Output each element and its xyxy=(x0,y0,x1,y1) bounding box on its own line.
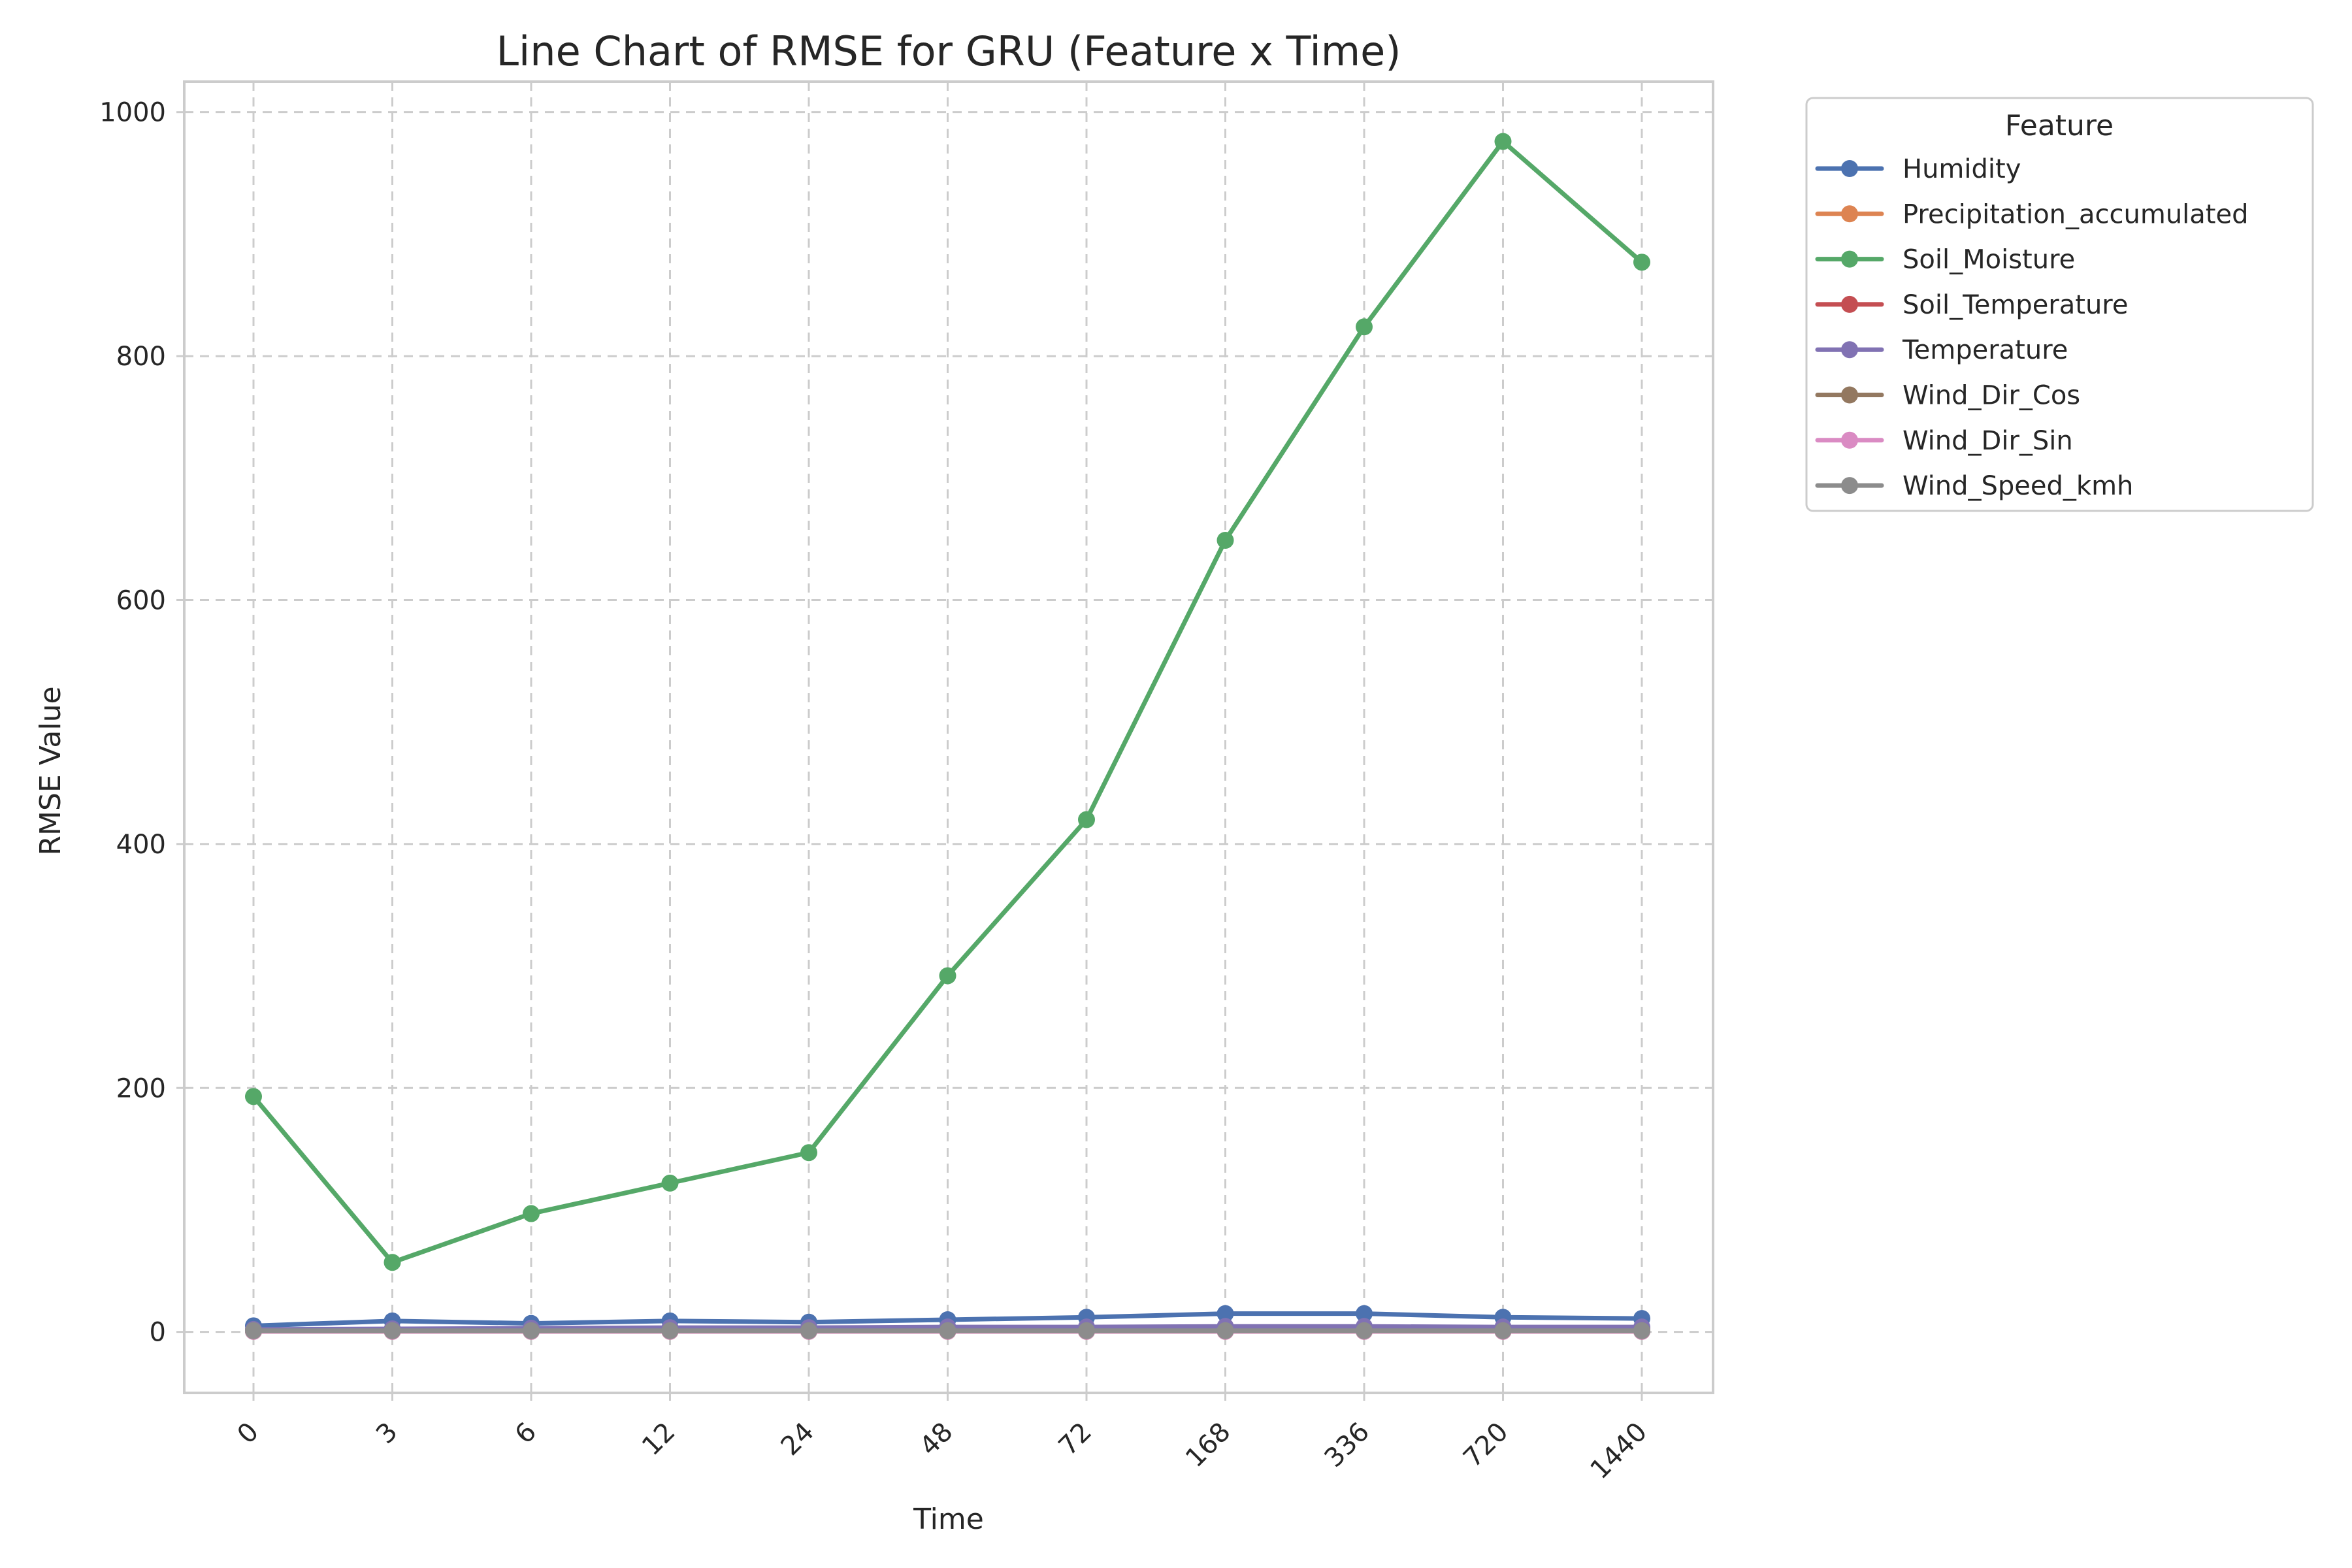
legend: Feature Humidity Precipitation_accumulate… xyxy=(1805,97,2314,512)
legend-label: Wind_Dir_Sin xyxy=(1903,426,2073,456)
legend-label: Soil_Temperature xyxy=(1903,290,2128,320)
legend-label: Wind_Dir_Cos xyxy=(1903,381,2080,411)
data-point-wind-speed-kmh xyxy=(939,1322,956,1339)
legend-item-soil-temperature: Soil_Temperature xyxy=(1815,290,2128,320)
data-point-humidity xyxy=(1217,1305,1234,1322)
data-point-soil-moisture xyxy=(245,1088,262,1105)
x-tick-label: 0 xyxy=(232,1417,265,1450)
y-tick-label: 600 xyxy=(116,585,166,615)
data-point-soil-moisture xyxy=(1494,133,1512,150)
data-point-soil-moisture xyxy=(939,967,956,985)
data-point-wind-speed-kmh xyxy=(523,1322,540,1339)
legend-item-humidity: Humidity xyxy=(1815,154,2021,184)
data-point-wind-speed-kmh xyxy=(1078,1322,1095,1339)
data-point-humidity xyxy=(1356,1305,1373,1322)
series-wind-speed-kmh xyxy=(245,1322,1650,1339)
data-point-wind-speed-kmh xyxy=(245,1322,262,1339)
x-tick-label: 720 xyxy=(1458,1417,1514,1474)
legend-swatch-marker xyxy=(1841,431,1858,449)
data-point-wind-speed-kmh xyxy=(1633,1322,1650,1339)
legend-item-precipitation-accumulated: Precipitation_accumulated xyxy=(1815,199,2249,229)
data-point-soil-moisture xyxy=(1633,253,1650,271)
data-point-soil-moisture xyxy=(1078,811,1095,828)
legend-item-temperature: Temperature xyxy=(1815,335,2068,365)
legend-item-wind-dir-sin: Wind_Dir_Sin xyxy=(1815,426,2073,456)
data-point-soil-moisture xyxy=(800,1144,817,1162)
x-axis-label: Time xyxy=(913,1503,984,1536)
data-point-soil-moisture xyxy=(1356,318,1373,336)
data-point-wind-speed-kmh xyxy=(1494,1322,1512,1339)
x-tick-label: 6 xyxy=(510,1417,543,1450)
data-point-wind-speed-kmh xyxy=(1356,1322,1373,1339)
legend-swatch-marker xyxy=(1841,386,1858,404)
x-tick-label: 336 xyxy=(1319,1417,1376,1474)
legend-item-wind-dir-cos: Wind_Dir_Cos xyxy=(1815,381,2080,411)
x-tick-label: 1440 xyxy=(1585,1417,1654,1486)
axis-ticks: 0 3 6 12 24 48 72 168 336 720 1440 0 200 400 600 800 100… xyxy=(99,98,1653,1485)
legend-swatch-marker xyxy=(1841,250,1858,268)
y-tick-label: 1000 xyxy=(99,98,166,128)
legend-swatch-marker xyxy=(1841,341,1858,359)
data-point-wind-speed-kmh xyxy=(384,1322,401,1339)
legend-items: Humidity Precipitation_accumulated Soil_Mo… xyxy=(1815,154,2249,501)
x-tick-label: 48 xyxy=(914,1417,959,1462)
grid-lines xyxy=(184,82,1713,1393)
y-tick-label: 0 xyxy=(150,1318,166,1348)
data-point-soil-moisture xyxy=(661,1174,679,1192)
legend-item-wind-speed-kmh: Wind_Speed_kmh xyxy=(1815,471,2133,501)
legend-swatch-marker xyxy=(1841,295,1858,313)
legend-swatch-marker xyxy=(1841,160,1858,177)
data-point-soil-moisture xyxy=(384,1254,401,1271)
y-tick-label: 200 xyxy=(116,1073,166,1103)
legend-swatch-marker xyxy=(1841,477,1858,495)
legend-label: Temperature xyxy=(1902,335,2068,365)
legend-label: Humidity xyxy=(1903,154,2021,184)
legend-swatch-marker xyxy=(1841,205,1858,223)
series-lines xyxy=(245,133,1650,1340)
x-tick-label: 72 xyxy=(1053,1417,1098,1462)
legend-label: Wind_Speed_kmh xyxy=(1903,471,2133,501)
x-tick-label: 3 xyxy=(370,1417,404,1450)
legend-frame xyxy=(1805,97,2314,512)
data-point-wind-speed-kmh xyxy=(661,1322,679,1339)
y-axis-label: RMSE Value xyxy=(34,686,67,855)
data-point-wind-speed-kmh xyxy=(1217,1322,1234,1339)
y-tick-label: 800 xyxy=(116,342,166,372)
data-point-wind-speed-kmh xyxy=(800,1322,817,1339)
legend-item-soil-moisture: Soil_Moisture xyxy=(1815,245,2075,275)
chart-title: Line Chart of RMSE for GRU (Feature x Ti… xyxy=(497,27,1401,75)
legend-title: Feature xyxy=(2005,109,2114,142)
y-tick-label: 400 xyxy=(116,830,166,860)
x-tick-label: 168 xyxy=(1180,1417,1237,1474)
series-soil-moisture xyxy=(245,133,1650,1271)
x-tick-label: 24 xyxy=(776,1417,821,1462)
data-point-soil-moisture xyxy=(1217,531,1234,549)
legend-label: Precipitation_accumulated xyxy=(1903,199,2249,229)
x-tick-label: 12 xyxy=(636,1417,681,1462)
data-point-soil-moisture xyxy=(523,1205,540,1222)
legend-label: Soil_Moisture xyxy=(1903,245,2075,275)
